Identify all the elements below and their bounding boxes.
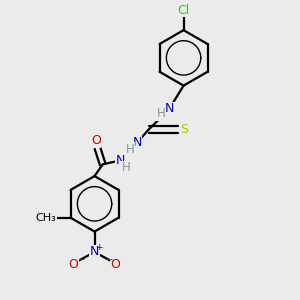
Text: +: + [95, 243, 102, 252]
Text: N: N [116, 154, 125, 167]
Text: N: N [165, 102, 175, 115]
Text: N: N [133, 136, 142, 149]
Text: H: H [126, 143, 134, 156]
Text: −: − [105, 254, 112, 263]
Text: CH₃: CH₃ [35, 213, 56, 223]
Text: Cl: Cl [177, 4, 190, 17]
Text: O: O [69, 258, 79, 271]
Text: H: H [157, 107, 166, 120]
Text: −: − [77, 254, 84, 263]
Text: H: H [122, 161, 130, 174]
Text: O: O [111, 258, 121, 271]
Text: O: O [91, 134, 100, 147]
Text: S: S [180, 123, 188, 136]
Text: N: N [90, 245, 99, 259]
